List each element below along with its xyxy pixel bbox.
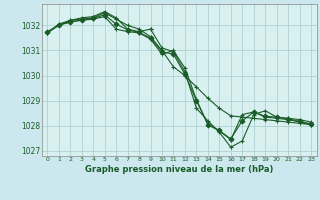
- X-axis label: Graphe pression niveau de la mer (hPa): Graphe pression niveau de la mer (hPa): [85, 165, 273, 174]
